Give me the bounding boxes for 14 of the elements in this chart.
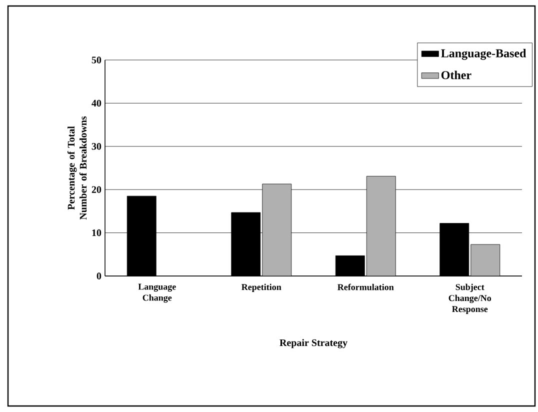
x-tick-label: Subject Change/No Response bbox=[448, 284, 492, 314]
legend-label: Other bbox=[441, 70, 472, 80]
y-axis-title: Percentage of Total Number of Breakdowns bbox=[67, 116, 87, 220]
x-tick-label: Language Change bbox=[138, 284, 176, 303]
y-tick-label: 40 bbox=[92, 100, 102, 107]
y-tick-label: 50 bbox=[92, 56, 102, 64]
y-tick-label: 10 bbox=[92, 229, 102, 236]
x-tick-label: Repetition bbox=[242, 284, 282, 292]
legend-label: Language-Based bbox=[441, 48, 526, 60]
y-tick-label: 20 bbox=[92, 186, 102, 193]
x-tick-label: Reformulation bbox=[338, 284, 394, 290]
y-tick-label: 0 bbox=[96, 272, 102, 280]
x-axis-title: Repair Strategy bbox=[280, 339, 348, 348]
y-tick-label: 30 bbox=[92, 143, 102, 150]
